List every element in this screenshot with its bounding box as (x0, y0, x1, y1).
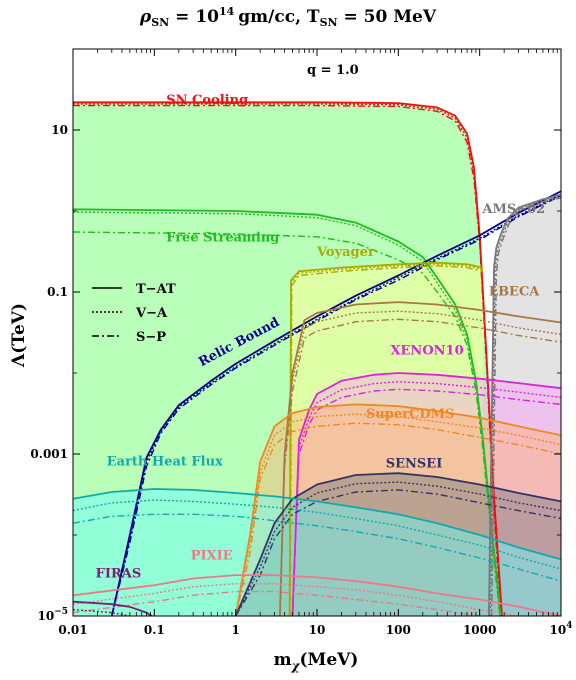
x-tick-label: 104 (550, 621, 573, 637)
series-pixie-dashdot (73, 590, 480, 616)
series-layer (73, 101, 561, 616)
xlabel-tail: (MeV) (299, 650, 358, 670)
x-axis-label: mχ(MeV) (274, 650, 359, 673)
region-fill-earth-heat-flux (73, 489, 561, 616)
y-tick-label: 10 (51, 123, 68, 137)
series-ams-02-solid (488, 193, 561, 616)
title-exp: 14 (219, 5, 235, 18)
title-rho: ρ (139, 7, 152, 27)
series-sensei-dotted (235, 481, 561, 616)
regions-layer (73, 102, 561, 616)
series-sensei-dashdot (235, 489, 561, 616)
series-pixie-dotted (73, 583, 519, 616)
series-xenon10-dashdot (291, 388, 561, 616)
x-tick-label: 0.1 (144, 623, 165, 637)
series-firas-dotted (73, 608, 132, 616)
series-voyager-dotted (288, 263, 484, 616)
series-voyager-dashdot (289, 265, 484, 616)
series-earth-heat-flux-dashdot (73, 513, 561, 582)
series-lbeca-dotted (279, 310, 561, 616)
title-mid: gm/cc, T (238, 7, 320, 27)
title-rho-sub: SN (151, 16, 169, 29)
series-relic-bound-dotted (111, 193, 561, 616)
series-voyager-solid (288, 261, 484, 616)
series-relic-bound-solid (110, 190, 561, 616)
x-tick-label: 100 (386, 623, 411, 637)
y-tick-label: 10−5 (37, 607, 68, 623)
label-pixie: PIXIE (191, 548, 233, 563)
label-voyager: Voyager (316, 245, 375, 260)
legend-label-dashdot: S−P (136, 330, 166, 345)
region-fill-voyager (289, 262, 483, 616)
label-lbeca: LBECA (489, 285, 540, 300)
series-xenon10-solid (291, 372, 561, 616)
series-earth-heat-flux-dotted (73, 499, 561, 570)
xlabel-sub: χ (291, 659, 301, 673)
series-lbeca-solid (279, 301, 561, 616)
chart-title: ρSN = 1014 gm/cc, TSN = 50 MeV (139, 5, 437, 29)
region-fill-supercdms (235, 404, 561, 616)
xlabel-base: m (274, 650, 292, 670)
title-eq: = 10 (169, 7, 219, 27)
label-sensei: SENSEI (386, 457, 443, 472)
series-pixie-solid (73, 574, 561, 616)
x-tick-label: 1000 (463, 623, 496, 637)
legend: T−AT V−A S−P (92, 282, 176, 345)
series-lbeca-dashdot (279, 318, 561, 616)
ticks-layer: 0.01 0.1 1 10 100 1000 104 10−5 0.001 0.1 10 (30, 49, 572, 637)
series-supercdms-dashdot (235, 422, 561, 616)
series-sn-cooling-dashdot (73, 104, 502, 610)
x-tick-label: 0.01 (58, 623, 87, 637)
y-tick-label: 0.001 (30, 447, 68, 461)
series-ams-02-dotted (489, 196, 561, 616)
series-relic-bound-dashdot (111, 194, 561, 616)
annotation-q: q = 1.0 (307, 63, 359, 78)
x-tick-label: 10 (309, 623, 326, 637)
y-axis-label: Λ(TeV) (9, 303, 29, 368)
series-sensei-solid (234, 472, 561, 616)
label-free-streaming: Free Streaming (166, 231, 279, 246)
legend-label-dotted: V−A (135, 306, 168, 321)
title-tail: = 50 MeV (338, 7, 437, 27)
label-firas: FIRAS (96, 566, 142, 581)
series-sn-cooling-solid (73, 101, 503, 616)
label-xenon10: XENON10 (390, 343, 463, 358)
label-ams-02: AMS−02 (481, 202, 545, 217)
series-supercdms-solid (234, 403, 561, 616)
label-supercdms: SuperCDMS (366, 407, 454, 422)
title-t-sub: SN (320, 16, 338, 29)
label-earth-heat-flux: Earth Heat Flux (107, 455, 223, 470)
y-tick-label: 0.1 (47, 285, 68, 299)
x-tick-label: 1 (231, 623, 239, 637)
series-earth-heat-flux-solid (73, 488, 561, 561)
series-ams-02-dashdot (490, 197, 561, 616)
region-fill-ams-02 (488, 194, 561, 616)
label-sn-cooling: SN Cooling (166, 93, 248, 108)
series-xenon10-dotted (291, 381, 561, 616)
legend-label-solid: T−AT (136, 282, 176, 297)
region-fill-sensei (235, 473, 561, 616)
series-supercdms-dotted (235, 413, 561, 616)
series-free-streaming-dashdot (73, 231, 501, 616)
